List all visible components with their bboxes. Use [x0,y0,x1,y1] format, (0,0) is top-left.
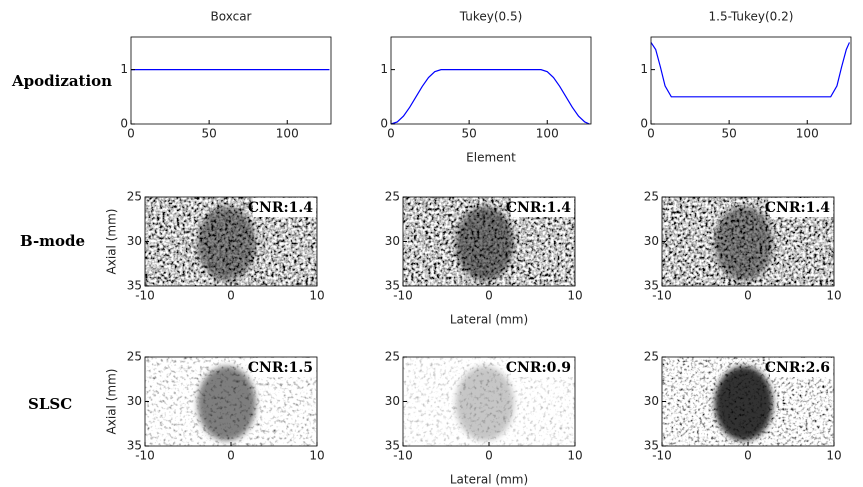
y-tick-label: 25 [644,190,659,204]
y-tick-label: 25 [127,350,142,364]
annotation: CNR:1.4 [506,200,571,216]
panel-title: 1.5-Tukey(0.2) [709,10,794,24]
x-tick-label: 10 [309,449,324,463]
annotation-box [253,198,316,217]
annotation-box [770,358,833,377]
x-tick-label: -10 [652,289,672,303]
row-label: B-mode [20,232,85,250]
annotation: CNR:1.5 [248,360,313,376]
apodization-line [390,69,590,125]
x-tick-label: -10 [652,449,672,463]
x-tick-label: 0 [485,449,493,463]
x-tick-label: 0 [387,127,395,141]
lesion [197,366,256,441]
x-axis-label: Lateral (mm) [450,473,528,487]
x-tick-label: 0 [647,127,655,141]
y-tick-label: 30 [644,234,659,248]
y-tick-label: 25 [385,190,400,204]
y-tick-label: 25 [385,350,400,364]
annotation-box [511,358,574,377]
x-axis-label: Element [466,151,516,165]
apodization-line [650,42,850,98]
y-tick-label: 30 [644,394,659,408]
row-label: SLSC [28,395,72,413]
x-tick-label: 100 [796,127,819,141]
panel-title: Tukey(0.5) [459,10,523,24]
annotation-box [511,198,574,217]
x-tick-label: 10 [826,289,841,303]
y-tick-label: 35 [127,439,142,453]
x-tick-label: 100 [276,127,299,141]
y-axis-label: Axial (mm) [105,369,119,435]
lesion [714,206,773,281]
y-tick-label: 35 [385,439,400,453]
y-tick-label: 30 [385,394,400,408]
x-tick-label: -10 [135,289,155,303]
annotation: CNR:2.6 [765,360,830,376]
y-tick-label: 30 [385,234,400,248]
y-tick-label: 35 [385,279,400,293]
y-tick-label: 1 [120,62,128,76]
x-tick-label: 50 [721,127,736,141]
x-tick-label: 0 [744,289,752,303]
y-tick-label: 0 [380,117,388,131]
x-tick-label: 0 [227,289,235,303]
lesion [455,366,514,441]
y-tick-label: 25 [127,190,142,204]
annotation: CNR:1.4 [248,200,313,216]
lesion [455,206,514,281]
x-tick-label: 50 [461,127,476,141]
annotation: CNR:1.4 [765,200,830,216]
axes-box [130,36,332,125]
x-tick-label: 10 [567,449,582,463]
x-tick-label: -10 [393,449,413,463]
x-tick-label: 10 [309,289,324,303]
x-tick-label: -10 [135,449,155,463]
axes-box [650,36,852,125]
y-tick-label: 30 [127,394,142,408]
row-label: Apodization [11,72,112,90]
y-tick-label: 25 [644,350,659,364]
x-tick-label: 0 [485,289,493,303]
x-tick-label: 50 [201,127,216,141]
x-tick-label: 0 [744,449,752,463]
y-tick-label: 30 [127,234,142,248]
lesion [714,366,773,441]
annotation-box [770,198,833,217]
axes-box [390,36,592,125]
y-tick-label: 1 [380,62,388,76]
x-tick-label: 0 [127,127,135,141]
x-tick-label: -10 [393,289,413,303]
y-tick-label: 1 [640,62,648,76]
annotation: CNR:0.9 [506,360,571,376]
annotation-box [253,358,316,377]
y-axis-label: Axial (mm) [105,209,119,275]
y-tick-label: 35 [127,279,142,293]
x-axis-label: Lateral (mm) [450,313,528,327]
y-tick-label: 0 [640,117,648,131]
x-tick-label: 10 [567,289,582,303]
x-tick-label: 10 [826,449,841,463]
lesion [197,206,256,281]
y-tick-label: 35 [644,279,659,293]
panel-title: Boxcar [211,10,252,24]
x-tick-label: 0 [227,449,235,463]
y-tick-label: 0 [120,117,128,131]
y-tick-label: 35 [644,439,659,453]
x-tick-label: 100 [536,127,559,141]
